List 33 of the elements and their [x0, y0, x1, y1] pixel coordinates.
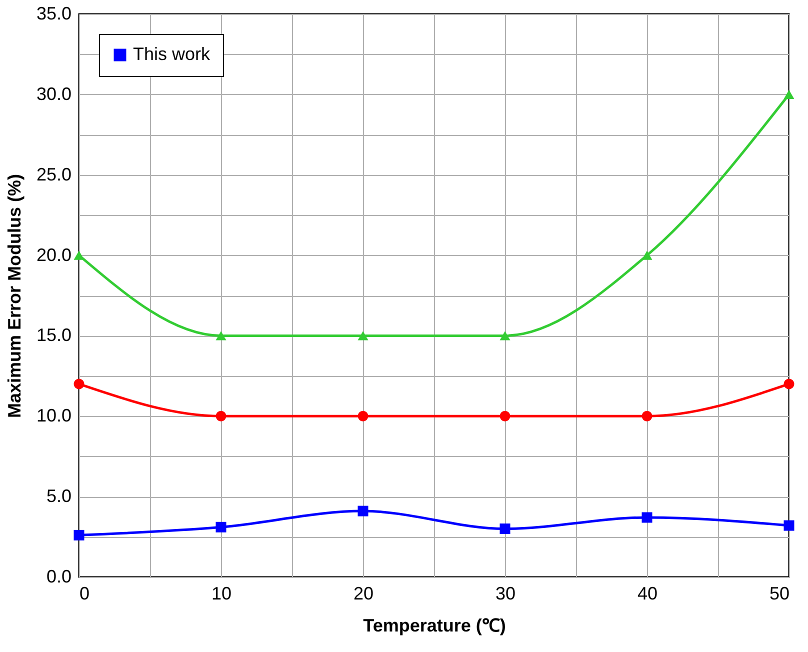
point: [642, 512, 652, 523]
point: [358, 506, 368, 516]
point: [784, 520, 794, 531]
x-tick-label: 10: [211, 584, 232, 604]
point: [74, 378, 84, 390]
point: [74, 530, 84, 540]
y-tick-label: 5.0: [46, 486, 72, 506]
point: [216, 410, 226, 422]
point: [784, 90, 794, 99]
y-tick-label: 0.0: [46, 566, 72, 586]
y-tick-label: 25.0: [36, 164, 72, 184]
x-tick-label: 20: [353, 584, 374, 604]
y-tick-label: 20.0: [36, 244, 72, 265]
x-tick-label: 0: [80, 584, 90, 604]
point: [642, 410, 652, 422]
x-tick-label: 50: [769, 584, 790, 604]
y-tick-label: 15.0: [36, 325, 72, 346]
x-axis-title: Temperature (℃): [363, 616, 506, 636]
point: [500, 331, 510, 340]
point: [500, 524, 510, 534]
legend-label: This work: [133, 44, 212, 64]
y-axis-title: Maximum Error Modulus (%): [4, 174, 24, 418]
point: [216, 522, 226, 532]
point: [358, 331, 368, 340]
y-tick-label: 30.0: [36, 84, 72, 104]
point: [500, 410, 510, 422]
y-tick-label: 10.0: [36, 406, 72, 426]
point: [358, 410, 368, 422]
x-tick-label: 30: [495, 584, 516, 604]
x-tick-label: 40: [637, 584, 658, 604]
point: [216, 331, 226, 340]
point: [784, 378, 794, 390]
y-tick-label: 35.0: [36, 4, 72, 24]
